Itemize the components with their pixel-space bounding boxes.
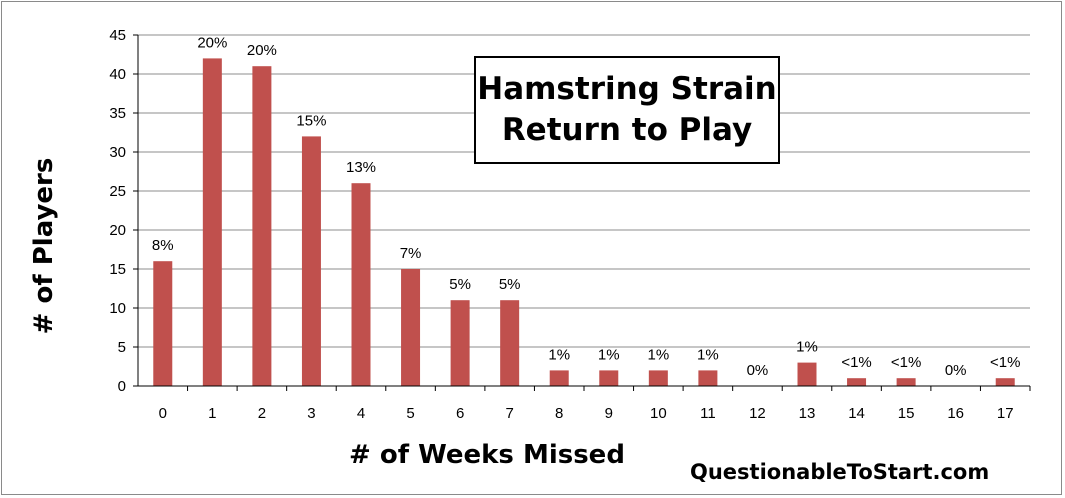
bar-6 [450, 300, 470, 386]
y-tick-label: 15 [109, 261, 126, 278]
x-tick-label: 9 [605, 405, 613, 422]
bar-11 [698, 370, 718, 386]
bar-8 [549, 370, 569, 386]
x-tick-label: 11 [700, 405, 716, 422]
data-label: 20% [247, 42, 277, 59]
gridlines [133, 34, 1031, 391]
bar-13 [797, 362, 817, 386]
bar-9 [599, 370, 619, 386]
y-tick-label: 0 [118, 378, 126, 395]
y-tick-label: 25 [109, 183, 126, 200]
data-label: 7% [400, 245, 422, 262]
bar-14 [847, 378, 867, 386]
bar-15 [896, 378, 916, 386]
y-axis-title: # of Players [29, 158, 59, 335]
data-label: 0% [747, 362, 769, 379]
chart-title-line-1: Hamstring Strain [477, 71, 777, 107]
data-label: 1% [647, 346, 669, 363]
data-labels: 8% 20% 20% 15% 13% 7% 5% 5% 1% 1% 1% 1% 0% 1% <1% <1% 0%… [152, 34, 1021, 379]
x-tick-label: 13 [799, 405, 816, 422]
y-tick-label: 35 [109, 105, 126, 122]
bar-10 [648, 370, 668, 386]
y-tick-label: 45 [109, 27, 126, 44]
data-label: <1% [891, 354, 921, 371]
y-tick-label: 20 [109, 222, 126, 239]
y-tick-label: 10 [109, 300, 126, 317]
data-label: 1% [598, 346, 620, 363]
y-tick-labels: 0 5 10 15 20 25 30 35 40 45 [109, 27, 126, 395]
y-tick-label: 30 [109, 144, 126, 161]
x-tick-label: 14 [848, 405, 865, 422]
source-credit: QuestionableToStart.com [690, 460, 990, 484]
x-tick-label: 2 [258, 405, 266, 422]
bar-0 [153, 261, 173, 386]
data-label: <1% [990, 354, 1020, 371]
data-label: 1% [697, 346, 719, 363]
bars [153, 58, 1015, 387]
chart-title-line-2: Return to Play [501, 112, 753, 148]
data-label: 5% [499, 276, 521, 293]
data-label: 1% [548, 346, 570, 363]
y-tick-label: 5 [118, 339, 126, 356]
x-tick-labels: 0 1 2 3 4 5 6 7 8 9 10 11 12 13 14 15 16 17 [159, 405, 1014, 422]
bar-17 [995, 378, 1015, 386]
bar-3 [301, 136, 321, 386]
data-label: 15% [296, 112, 326, 129]
data-label: 8% [152, 237, 174, 254]
data-label: 20% [197, 34, 227, 51]
data-label: 13% [346, 159, 376, 176]
x-tick-label: 1 [208, 405, 216, 422]
data-label: 1% [796, 339, 818, 356]
x-tick-label: 7 [505, 405, 513, 422]
bar-1 [202, 58, 222, 387]
x-axis-title: # of Weeks Missed [349, 440, 625, 470]
bar-4 [351, 183, 371, 386]
x-tick-label: 8 [555, 405, 563, 422]
x-tick-label: 3 [307, 405, 315, 422]
bar-2 [252, 66, 272, 386]
data-label: <1% [841, 354, 871, 371]
x-tick-label: 6 [456, 405, 464, 422]
bar-5 [401, 269, 421, 386]
x-tick-label: 16 [947, 405, 964, 422]
data-label: 5% [449, 276, 471, 293]
data-label: 0% [945, 362, 967, 379]
chart-title: Hamstring Strain Return to Play [474, 56, 780, 164]
x-tick-label: 12 [749, 405, 766, 422]
y-tick-label: 40 [109, 66, 126, 83]
x-tick-label: 4 [357, 405, 365, 422]
bar-7 [500, 300, 520, 386]
x-tick-label: 0 [159, 405, 167, 422]
x-tick-label: 10 [650, 405, 667, 422]
x-tick-label: 15 [898, 405, 915, 422]
x-tick-label: 17 [997, 405, 1014, 422]
x-tick-label: 5 [406, 405, 414, 422]
